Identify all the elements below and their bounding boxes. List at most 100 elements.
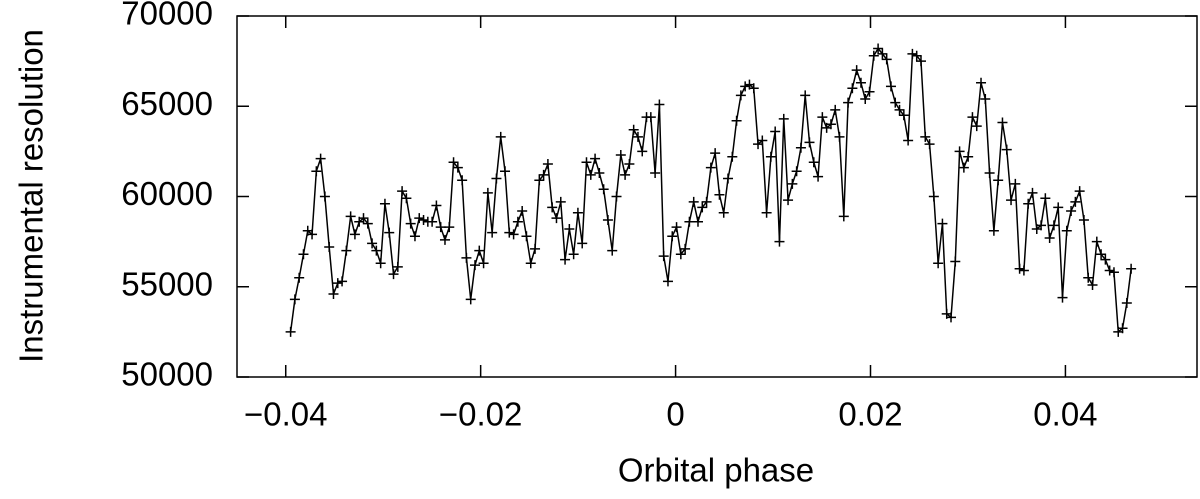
x-tick-label: −0.02	[439, 396, 523, 433]
data-point	[920, 131, 931, 142]
data-point	[1027, 187, 1038, 198]
data-point	[362, 218, 373, 229]
data-point	[864, 86, 875, 97]
data-point	[409, 231, 420, 242]
data-point	[804, 137, 815, 148]
data-point	[431, 200, 442, 211]
y-tick-label: 65000	[121, 85, 213, 122]
data-point	[783, 195, 794, 206]
data-point	[967, 112, 978, 123]
data-point	[928, 191, 939, 202]
data-point	[1014, 263, 1025, 274]
data-point	[855, 77, 866, 88]
data-point	[418, 214, 429, 225]
y-tick-label: 50000	[121, 356, 213, 393]
y-tick-label: 60000	[121, 175, 213, 212]
data-point	[813, 171, 824, 182]
data-point	[894, 104, 905, 115]
data-point	[1121, 297, 1132, 308]
data-point	[637, 146, 648, 157]
plot-frame	[236, 15, 1198, 378]
data-point	[1036, 220, 1047, 231]
data-point	[555, 196, 566, 207]
data-point	[710, 148, 721, 159]
data-point	[495, 131, 506, 142]
data-point	[607, 245, 618, 256]
data-point	[680, 243, 691, 254]
data-point	[924, 139, 935, 150]
data-point	[718, 207, 729, 218]
x-tick-label: 0	[666, 396, 684, 433]
data-point	[457, 175, 468, 186]
data-point	[1096, 249, 1107, 260]
y-tick-label: 55000	[121, 265, 213, 302]
data-point	[358, 213, 369, 224]
data-point	[834, 131, 845, 142]
data-point	[988, 225, 999, 236]
data-point	[542, 159, 553, 170]
data-point	[474, 245, 485, 256]
data-point	[1018, 265, 1029, 276]
data-point	[547, 202, 558, 213]
data-point	[830, 104, 841, 115]
data-point	[615, 149, 626, 160]
data-point	[1010, 178, 1021, 189]
data-point	[585, 169, 596, 180]
data-point	[954, 146, 965, 157]
data-point	[933, 258, 944, 269]
data-point	[470, 260, 481, 271]
data-point	[311, 166, 322, 177]
data-point	[1023, 198, 1034, 209]
data-point	[564, 223, 575, 234]
x-tick-label: −0.04	[244, 396, 328, 433]
data-point	[388, 269, 399, 280]
data-point	[367, 238, 378, 249]
data-point	[692, 216, 703, 227]
x-tick-label: 0.02	[838, 396, 902, 433]
data-point	[461, 252, 472, 263]
y-axis-label: Instrumental resolution	[13, 29, 50, 363]
data-point	[774, 236, 785, 247]
data-point	[632, 131, 643, 142]
data-point	[315, 153, 326, 164]
data-point	[705, 162, 716, 173]
data-point	[843, 97, 854, 108]
data-point	[384, 227, 395, 238]
data-point	[701, 196, 712, 207]
data-point	[976, 77, 987, 88]
data-point	[1091, 236, 1102, 247]
data-point	[341, 245, 352, 256]
data-point	[1053, 202, 1064, 213]
data-point	[654, 99, 665, 110]
data-point	[487, 227, 498, 238]
data-point	[735, 90, 746, 101]
data-point	[624, 159, 635, 170]
data-point	[688, 196, 699, 207]
data-point	[405, 218, 416, 229]
data-point	[731, 115, 742, 126]
data-point	[1078, 214, 1089, 225]
data-point	[517, 205, 528, 216]
data-point	[1001, 144, 1012, 155]
data-point	[645, 112, 656, 123]
data-point	[946, 312, 957, 323]
data-point	[937, 218, 948, 229]
data-point	[534, 175, 545, 186]
data-point	[890, 97, 901, 108]
data-point	[958, 162, 969, 173]
data-point	[530, 243, 541, 254]
data-point	[671, 222, 682, 233]
data-point	[817, 112, 828, 123]
data-point	[379, 198, 390, 209]
data-point	[950, 256, 961, 267]
data-point	[401, 193, 412, 204]
data-point	[980, 94, 991, 105]
data-point	[808, 157, 819, 168]
data-point	[590, 153, 601, 164]
data-point	[328, 288, 339, 299]
data-point	[324, 242, 335, 253]
data-point	[319, 191, 330, 202]
data-point	[581, 157, 592, 168]
data-point	[903, 135, 914, 146]
data-point	[1108, 267, 1119, 278]
